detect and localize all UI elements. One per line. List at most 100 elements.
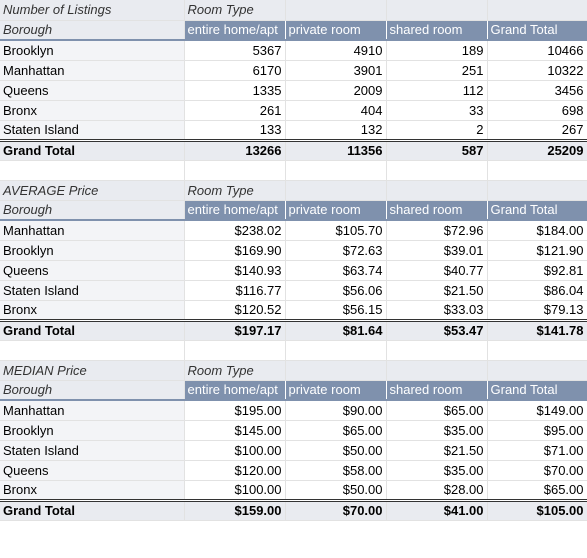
column-header[interactable]: Grand Total [487,20,587,41]
row-label[interactable]: Queens [0,460,185,481]
row-label[interactable]: Brooklyn [0,240,185,261]
empty-cell[interactable] [285,180,387,201]
empty-cell[interactable] [0,340,185,361]
value-cell[interactable]: $56.15 [285,300,387,321]
value-cell[interactable]: $28.00 [386,480,488,501]
value-cell[interactable]: $79.13 [487,300,587,321]
row-label[interactable]: Bronx [0,300,185,321]
value-cell[interactable]: $35.00 [386,460,488,481]
grand-total-value[interactable]: 11356 [285,138,387,161]
value-cell[interactable]: 112 [386,80,488,101]
value-cell[interactable]: 251 [386,60,488,81]
row-label[interactable]: Bronx [0,480,185,501]
value-cell[interactable]: 3456 [487,80,587,101]
column-header[interactable]: entire home/apt [184,20,286,41]
value-cell[interactable]: 1335 [184,80,286,101]
value-cell[interactable]: $238.02 [184,220,286,241]
value-cell[interactable]: $120.52 [184,300,286,321]
grand-total-label[interactable]: Grand Total [0,318,185,341]
value-cell[interactable]: $21.50 [386,440,488,461]
empty-cell[interactable] [285,360,387,381]
grand-total-value[interactable]: 587 [386,138,488,161]
value-cell[interactable]: 10466 [487,40,587,61]
empty-cell[interactable] [487,360,587,381]
value-cell[interactable]: $100.00 [184,440,286,461]
value-cell[interactable]: $40.77 [386,260,488,281]
value-cell[interactable]: 698 [487,100,587,121]
value-cell[interactable]: 2009 [285,80,387,101]
value-cell[interactable]: $50.00 [285,480,387,501]
empty-cell[interactable] [0,160,185,181]
row-label[interactable]: Staten Island [0,440,185,461]
column-header[interactable]: entire home/apt [184,200,286,221]
value-cell[interactable]: 5367 [184,40,286,61]
grand-total-value[interactable]: $159.00 [184,498,286,521]
empty-cell[interactable] [285,160,387,181]
value-cell[interactable]: 261 [184,100,286,121]
value-cell[interactable]: $120.00 [184,460,286,481]
grand-total-value[interactable]: $41.00 [386,498,488,521]
pivot-value-title[interactable]: AVERAGE Price [0,180,185,201]
value-cell[interactable]: $121.90 [487,240,587,261]
pivot-value-title[interactable]: Number of Listings [0,0,185,21]
value-cell[interactable]: $70.00 [487,460,587,481]
column-header[interactable]: shared room [386,380,488,401]
value-cell[interactable]: $39.01 [386,240,488,261]
value-cell[interactable]: $116.77 [184,280,286,301]
pivot-column-field[interactable]: Room Type [184,180,286,201]
value-cell[interactable]: $56.06 [285,280,387,301]
pivot-column-field[interactable]: Room Type [184,360,286,381]
grand-total-value[interactable]: $81.64 [285,318,387,341]
value-cell[interactable]: 267 [487,120,587,141]
value-cell[interactable]: $72.63 [285,240,387,261]
value-cell[interactable]: 10322 [487,60,587,81]
pivot-column-field[interactable]: Room Type [184,0,286,21]
value-cell[interactable]: 404 [285,100,387,121]
row-label[interactable]: Manhattan [0,220,185,241]
pivot-row-field[interactable]: Borough [0,380,185,401]
grand-total-value[interactable]: 13266 [184,138,286,161]
value-cell[interactable]: $65.00 [386,400,488,421]
value-cell[interactable]: $100.00 [184,480,286,501]
row-label[interactable]: Queens [0,80,185,101]
value-cell[interactable]: 189 [386,40,488,61]
empty-cell[interactable] [184,340,286,361]
value-cell[interactable]: $58.00 [285,460,387,481]
empty-cell[interactable] [487,0,587,21]
value-cell[interactable]: $63.74 [285,260,387,281]
grand-total-value[interactable]: $105.00 [487,498,587,521]
value-cell[interactable]: $33.03 [386,300,488,321]
row-label[interactable]: Manhattan [0,60,185,81]
grand-total-value[interactable]: $53.47 [386,318,488,341]
value-cell[interactable]: $195.00 [184,400,286,421]
pivot-row-field[interactable]: Borough [0,200,185,221]
column-header[interactable]: Grand Total [487,380,587,401]
value-cell[interactable]: $145.00 [184,420,286,441]
row-label[interactable]: Brooklyn [0,40,185,61]
value-cell[interactable]: $65.00 [285,420,387,441]
column-header[interactable]: private room [285,200,387,221]
value-cell[interactable]: $65.00 [487,480,587,501]
value-cell[interactable]: 2 [386,120,488,141]
grand-total-label[interactable]: Grand Total [0,138,185,161]
value-cell[interactable]: $92.81 [487,260,587,281]
column-header[interactable]: private room [285,20,387,41]
value-cell[interactable]: 133 [184,120,286,141]
value-cell[interactable]: $140.93 [184,260,286,281]
grand-total-value[interactable]: 25209 [487,138,587,161]
value-cell[interactable]: $86.04 [487,280,587,301]
empty-cell[interactable] [386,160,488,181]
empty-cell[interactable] [386,360,488,381]
value-cell[interactable]: $72.96 [386,220,488,241]
empty-cell[interactable] [386,340,488,361]
value-cell[interactable]: $21.50 [386,280,488,301]
grand-total-value[interactable]: $141.78 [487,318,587,341]
row-label[interactable]: Manhattan [0,400,185,421]
value-cell[interactable]: 4910 [285,40,387,61]
row-label[interactable]: Bronx [0,100,185,121]
row-label[interactable]: Queens [0,260,185,281]
column-header[interactable]: shared room [386,20,488,41]
row-label[interactable]: Brooklyn [0,420,185,441]
value-cell[interactable]: $35.00 [386,420,488,441]
value-cell[interactable]: $184.00 [487,220,587,241]
